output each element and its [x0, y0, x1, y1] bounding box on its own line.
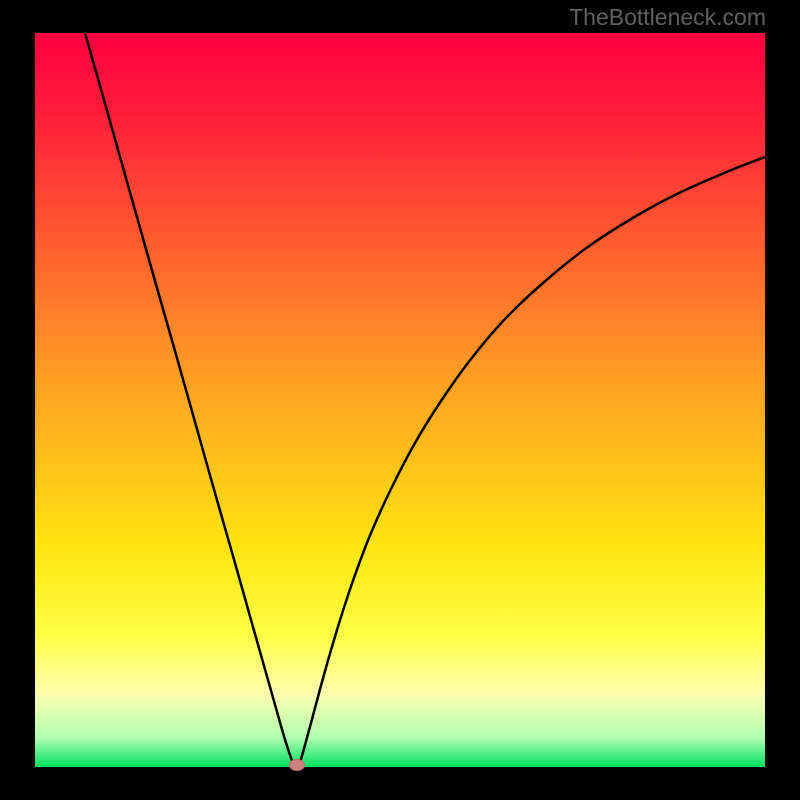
watermark-text: TheBottleneck.com	[569, 4, 766, 31]
chart-frame: TheBottleneck.com	[0, 0, 800, 800]
chart-curves	[0, 0, 800, 800]
minimum-marker	[289, 759, 305, 771]
